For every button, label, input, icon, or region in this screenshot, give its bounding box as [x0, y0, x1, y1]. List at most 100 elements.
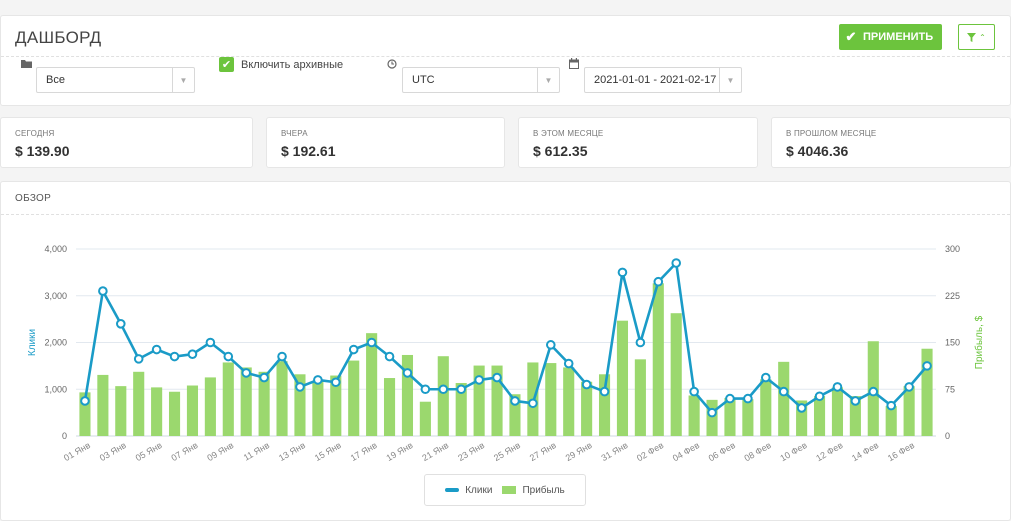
- clicks-point: [671, 258, 682, 268]
- x-tick-label: 29 Янв: [564, 440, 594, 463]
- profit-bar: [168, 391, 181, 436]
- clicks-point: [151, 344, 162, 355]
- clicks-point: [295, 382, 305, 392]
- clicks-point: [330, 377, 341, 388]
- archive-checkbox-label: Включить архивные: [241, 59, 344, 71]
- folder-select[interactable]: Все ▼: [36, 67, 195, 93]
- x-tick-label: 17 Янв: [349, 440, 379, 463]
- apply-button[interactable]: ✔ ПРИМЕНИТЬ: [839, 24, 942, 50]
- clicks-point: [832, 382, 843, 392]
- x-tick-label: 19 Янв: [385, 440, 415, 463]
- profit-bar: [742, 399, 754, 436]
- stat-card-this-month: В ЭТОМ МЕСЯЦЕ $ 612.35: [518, 117, 758, 168]
- profit-bar: [276, 361, 288, 436]
- line-swatch-icon: [445, 487, 460, 492]
- calendar-icon: [569, 58, 579, 69]
- profit-bar: [366, 333, 378, 436]
- clicks-point: [510, 396, 520, 406]
- clicks-point: [259, 372, 269, 383]
- stat-label: В ЭТОМ МЕСЯЦЕ: [533, 129, 604, 138]
- filter-toggle-button[interactable]: ⌃: [958, 24, 995, 50]
- x-tick-label: 12 Фев: [814, 440, 844, 463]
- profit-bar: [724, 397, 736, 436]
- clicks-point: [98, 286, 108, 296]
- profit-bar: [903, 386, 915, 436]
- x-tick-label: 15 Янв: [313, 440, 343, 463]
- profit-bar: [652, 283, 664, 436]
- x-tick-label: 31 Янв: [600, 440, 630, 463]
- filter-icon: [967, 32, 977, 42]
- clicks-point: [169, 351, 180, 362]
- clicks-point: [133, 354, 144, 364]
- legend-item-profit[interactable]: Прибыль: [502, 485, 565, 496]
- profit-bar: [813, 396, 826, 436]
- x-tick-label: 10 Фев: [778, 440, 808, 463]
- clicks-point: [528, 398, 538, 409]
- profit-bar: [831, 387, 844, 436]
- profit-bar: [563, 367, 575, 436]
- profit-bar: [79, 392, 91, 436]
- profit-bar: [849, 396, 861, 436]
- profit-bar: [222, 362, 234, 436]
- clicks-point: [743, 393, 753, 404]
- y-tick-label-right: 300: [945, 244, 960, 254]
- profit-bar: [186, 385, 199, 436]
- clicks-point: [617, 267, 628, 278]
- filter-panel: ДАШБОРД ✔ ПРИМЕНИТЬ ⌃: [0, 15, 1011, 106]
- clicks-point: [581, 379, 592, 390]
- clicks-point: [277, 351, 287, 362]
- legend-item-clicks[interactable]: Клики: [445, 485, 492, 496]
- clicks-point: [187, 349, 198, 359]
- profit-bar: [473, 365, 485, 436]
- clicks-point: [760, 372, 771, 383]
- profit-bar: [885, 406, 897, 436]
- profit-bar: [151, 387, 163, 436]
- profit-bar: [491, 365, 503, 436]
- archive-checkbox[interactable]: ✔: [219, 57, 234, 72]
- x-tick-label: 09 Янв: [205, 440, 235, 463]
- stat-value: $ 139.90: [15, 143, 70, 159]
- profit-bar: [294, 374, 306, 436]
- profit-bar: [634, 359, 646, 436]
- stat-label: СЕГОДНЯ: [15, 129, 55, 138]
- clicks-point: [420, 384, 431, 395]
- profit-bar: [706, 399, 718, 436]
- page-title: ДАШБОРД: [15, 28, 102, 47]
- profit-bar: [688, 395, 700, 436]
- clicks-point: [205, 337, 216, 348]
- profit-bar: [796, 400, 808, 436]
- profit-bar: [348, 360, 360, 436]
- clicks-point: [707, 407, 717, 418]
- stat-value: $ 192.61: [281, 143, 336, 159]
- x-tick-label: 06 Фев: [707, 440, 737, 463]
- date-range-select[interactable]: 2021-01-01 - 2021-02-17 ▼: [584, 67, 742, 93]
- x-tick-label: 13 Янв: [277, 440, 307, 463]
- clicks-point: [778, 386, 789, 397]
- timezone-select[interactable]: UTC ▼: [402, 67, 560, 93]
- overview-card: ОБЗОР 0 1,000 2,000 3,000 4,000 0 75 150 225 300 К…: [0, 181, 1011, 521]
- y-axis-title-right: Прибыль, $: [973, 315, 985, 369]
- y-tick-label-right: 150: [945, 338, 960, 348]
- x-tick-label: 02 Фев: [635, 440, 665, 463]
- clicks-point: [814, 391, 825, 402]
- clicks-point: [725, 393, 735, 404]
- folder-select-value: Все: [46, 74, 65, 86]
- x-tick-label: 03 Янв: [98, 440, 128, 463]
- clicks-point: [904, 382, 914, 392]
- x-tick-label: 05 Янв: [134, 440, 164, 463]
- profit-bar: [778, 361, 790, 436]
- profit-bar: [240, 367, 252, 436]
- profit-bar: [133, 371, 145, 436]
- y-tick-label-right: 75: [945, 384, 955, 394]
- clicks-point: [635, 337, 646, 348]
- profit-bar: [455, 383, 467, 436]
- stat-card-yesterday: ВЧЕРА $ 192.61: [266, 117, 505, 168]
- profit-bar: [383, 378, 396, 436]
- y-axis-title-left: Клики: [27, 329, 38, 356]
- clicks-point: [366, 337, 377, 348]
- x-tick-label: 27 Янв: [528, 440, 558, 463]
- apply-button-label: ПРИМЕНИТЬ: [863, 31, 934, 43]
- y-tick-label-left: 4,000: [44, 244, 67, 254]
- overview-chart: 0 1,000 2,000 3,000 4,000 0 75 150 225 300 Клики Пр…: [27, 244, 985, 463]
- chevron-down-icon: ▼: [172, 68, 194, 92]
